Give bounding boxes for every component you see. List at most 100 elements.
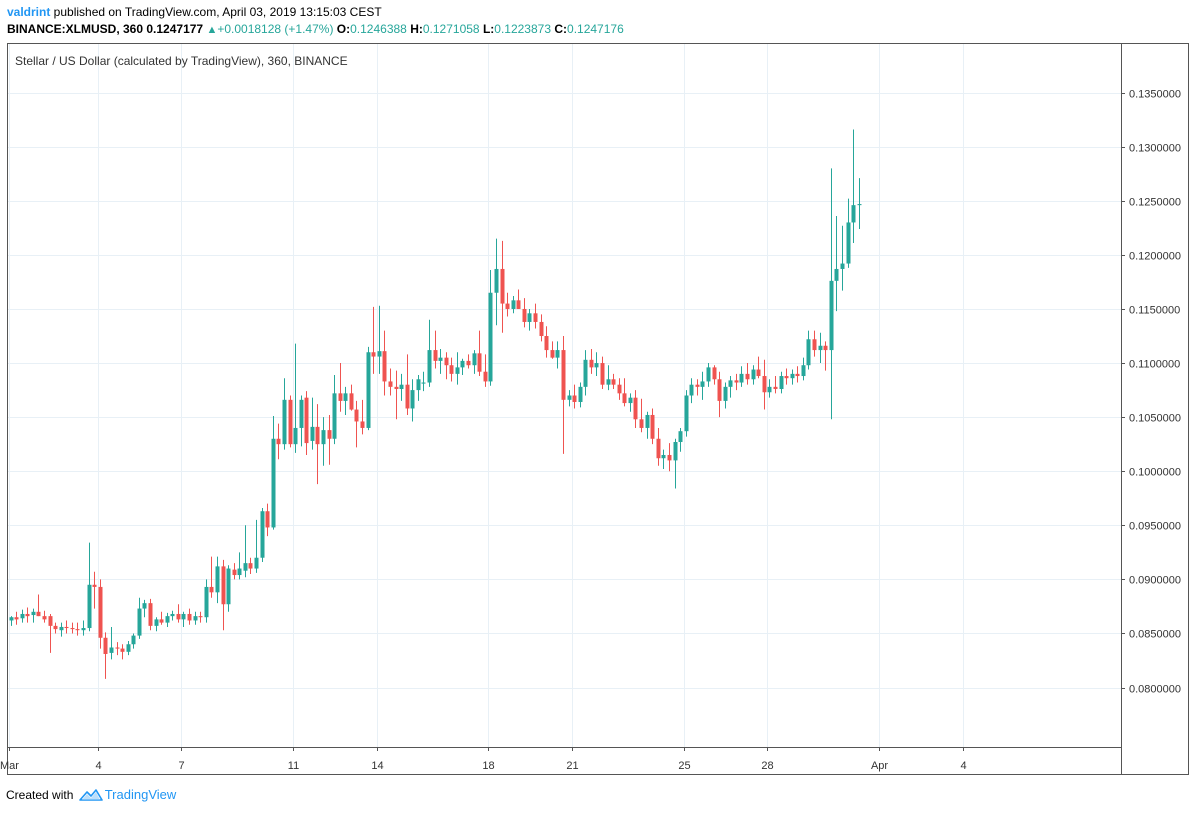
candle-down xyxy=(327,414,332,465)
candle-body xyxy=(159,619,164,623)
symbol-bar: BINANCE:XLMUSD, 360 0.1247177 ▲+0.001812… xyxy=(7,21,624,38)
candle-body xyxy=(75,629,80,631)
candle-body xyxy=(321,430,326,445)
tradingview-logo-icon[interactable] xyxy=(78,788,103,806)
tradingview-brand-link[interactable]: TradingView xyxy=(104,787,177,802)
candle-body xyxy=(806,339,811,366)
candle-body xyxy=(377,351,382,357)
candle-body xyxy=(751,369,756,380)
candle-body xyxy=(237,568,242,576)
candle-down xyxy=(98,579,103,649)
candle-body xyxy=(706,367,711,382)
candle-up xyxy=(154,617,159,632)
candle-down xyxy=(14,611,19,625)
candle-down xyxy=(516,289,521,309)
candle-up xyxy=(583,350,588,396)
candle-down xyxy=(756,356,761,379)
candle-down xyxy=(382,330,387,396)
candle-body xyxy=(193,616,198,621)
candle-up xyxy=(857,178,862,229)
candle-body xyxy=(695,384,700,387)
candle-down xyxy=(48,613,53,653)
open-value: 0.1246388 xyxy=(350,22,407,36)
candle-up xyxy=(689,378,694,404)
candle-down xyxy=(611,373,616,390)
candle-body xyxy=(533,313,538,322)
candle-body xyxy=(327,430,332,439)
candle-body xyxy=(812,339,817,351)
candle-down xyxy=(360,399,365,435)
candle-body xyxy=(857,204,862,206)
candle-up xyxy=(81,620,86,636)
candle-body xyxy=(578,386,583,402)
candle-down xyxy=(36,594,41,617)
candles xyxy=(9,129,862,679)
candle-body xyxy=(354,409,359,422)
candle-down xyxy=(773,376,778,394)
price-axis[interactable]: 0.0800000 0.0850000 0.0900000 0.0950000 0.10… xyxy=(1121,89,1181,696)
candle-down xyxy=(734,373,739,391)
candle-body xyxy=(840,263,845,269)
candle-down xyxy=(617,378,622,400)
candle-body xyxy=(600,363,605,385)
candle-down xyxy=(176,604,181,623)
candle-up xyxy=(494,238,499,326)
candle-down xyxy=(349,384,354,411)
candle-body xyxy=(288,399,293,445)
candle-body xyxy=(606,379,611,385)
candle-down xyxy=(64,620,69,634)
candle-body xyxy=(382,351,387,382)
candle-up xyxy=(131,633,136,649)
time-axis[interactable]: Mar 4 7 11 14 18 21 25 28 Apr 4 xyxy=(0,747,967,772)
candle-body xyxy=(561,350,566,400)
candle-body xyxy=(81,628,86,631)
candle-body xyxy=(293,427,298,445)
candle-body xyxy=(645,414,650,428)
candle-up xyxy=(137,597,142,639)
candle-body xyxy=(779,376,784,390)
candle-body xyxy=(505,303,510,309)
candle-body xyxy=(42,616,47,620)
candle-body xyxy=(790,373,795,379)
candle-body xyxy=(684,395,689,432)
candle-body xyxy=(366,352,371,428)
publisher-username[interactable]: valdrint xyxy=(7,5,51,19)
candle-body xyxy=(427,350,432,383)
candle-down xyxy=(505,292,510,317)
candle-body xyxy=(260,511,265,558)
candle-up xyxy=(226,565,231,612)
candle-down xyxy=(103,632,108,679)
close-label: C: xyxy=(554,22,568,36)
candle-body xyxy=(87,584,92,629)
candle-body xyxy=(846,222,851,264)
candle-body xyxy=(527,313,532,322)
candle-up xyxy=(421,371,426,392)
candle-up xyxy=(215,556,220,604)
candle-up xyxy=(126,641,131,656)
candle-body xyxy=(115,647,120,649)
y-tick-label: 0.1100000 xyxy=(1129,359,1180,371)
candle-down xyxy=(265,503,270,537)
candle-up xyxy=(527,308,532,331)
candle-up xyxy=(299,395,304,447)
candle-body xyxy=(405,384,410,409)
candle-body xyxy=(271,438,276,528)
candle-down xyxy=(600,356,605,390)
candle-body xyxy=(399,384,404,390)
candle-body xyxy=(483,371,488,382)
low-label: L: xyxy=(482,22,495,36)
candle-body xyxy=(388,381,393,387)
candle-body xyxy=(304,397,309,444)
candle-up xyxy=(59,622,64,637)
candle-down xyxy=(539,314,544,342)
candle-down xyxy=(633,390,638,428)
candle-down xyxy=(762,359,767,410)
candle-up xyxy=(661,449,666,470)
candle-body xyxy=(460,360,465,368)
candle-body xyxy=(165,616,170,623)
candle-body xyxy=(109,647,114,653)
footer: Created with TradingView xyxy=(6,787,176,806)
candle-body xyxy=(243,563,248,571)
candle-up xyxy=(751,365,756,385)
